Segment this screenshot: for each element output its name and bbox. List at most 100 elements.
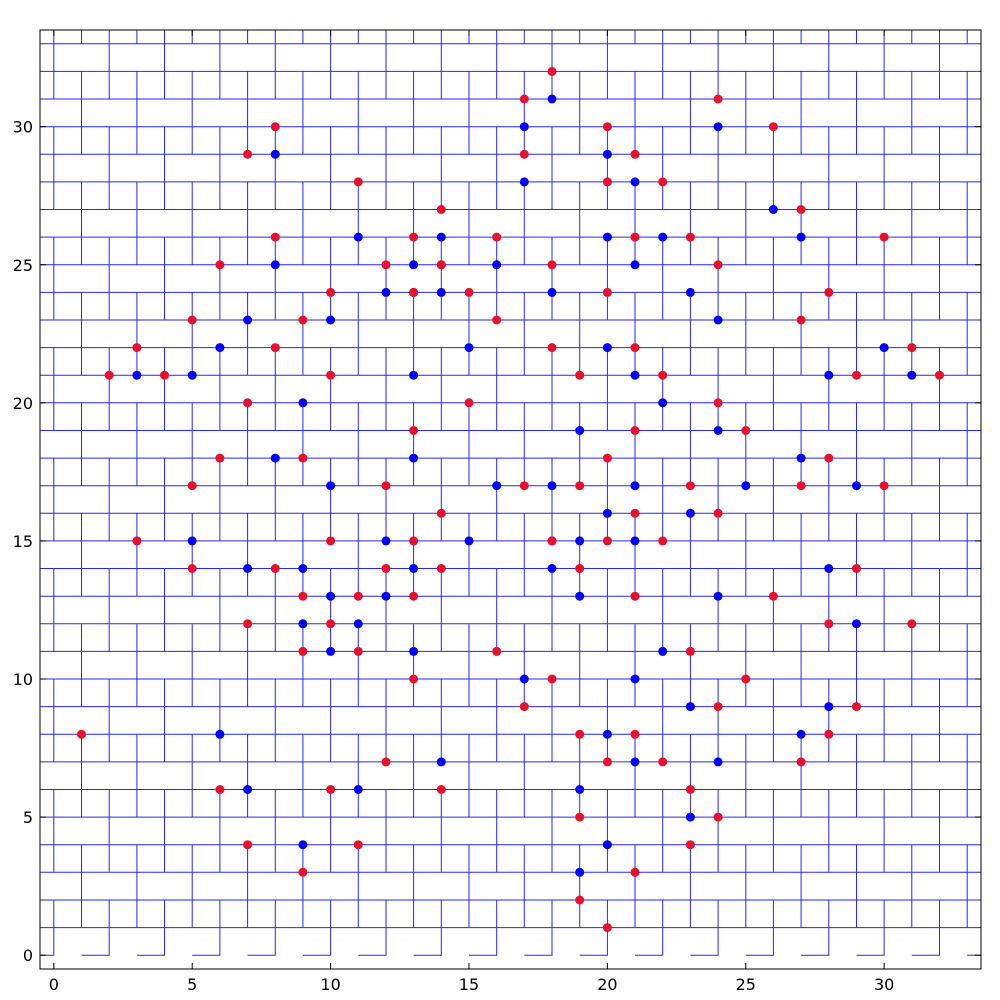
red-point bbox=[436, 205, 446, 214]
blue-point bbox=[741, 481, 751, 491]
blue-point bbox=[409, 453, 419, 463]
blue-point bbox=[630, 260, 640, 270]
red-point bbox=[270, 343, 280, 353]
red-point bbox=[381, 757, 391, 767]
red-point bbox=[602, 923, 612, 933]
blue-point bbox=[381, 287, 391, 297]
blue-point bbox=[270, 149, 280, 159]
red-point bbox=[519, 481, 529, 491]
red-point bbox=[852, 564, 861, 573]
blue-point bbox=[575, 867, 585, 877]
red-point bbox=[602, 536, 612, 546]
axis-ticks bbox=[40, 30, 981, 969]
blue-point bbox=[436, 232, 446, 242]
red-point bbox=[630, 149, 640, 159]
red-point bbox=[464, 398, 474, 408]
blue-point bbox=[685, 812, 695, 822]
blue-point bbox=[575, 426, 585, 435]
red-point bbox=[187, 481, 197, 491]
red-point bbox=[768, 122, 778, 132]
blue-point bbox=[575, 591, 585, 601]
blue-point bbox=[602, 729, 612, 739]
blue-point bbox=[907, 370, 917, 380]
blue-point bbox=[713, 591, 723, 601]
blue-point bbox=[270, 453, 280, 463]
blue-point bbox=[630, 757, 640, 767]
x-tick-label: 20 bbox=[597, 975, 617, 994]
blue-point bbox=[630, 536, 640, 546]
blue-point bbox=[298, 564, 308, 573]
blue-point bbox=[353, 785, 363, 794]
red-point bbox=[436, 508, 446, 518]
y-tick-label: 0 bbox=[23, 946, 33, 965]
y-tick-labels: 0 5 10 15 20 25 30 bbox=[13, 118, 33, 966]
red-point bbox=[77, 729, 86, 739]
red-point bbox=[630, 343, 640, 353]
blue-point bbox=[852, 481, 861, 491]
red-point bbox=[796, 315, 806, 325]
red-point bbox=[575, 895, 585, 905]
red-point bbox=[713, 508, 723, 518]
blue-point bbox=[215, 729, 225, 739]
red-point bbox=[907, 619, 917, 629]
blue-point bbox=[575, 785, 585, 794]
red-point bbox=[741, 674, 751, 684]
red-point bbox=[685, 232, 695, 242]
blue-point bbox=[685, 508, 695, 518]
blue-point bbox=[713, 426, 723, 435]
red-point bbox=[353, 591, 363, 601]
blue-point bbox=[243, 564, 253, 573]
blue-point bbox=[658, 232, 668, 242]
blue-point bbox=[381, 536, 391, 546]
blue-point bbox=[326, 591, 336, 601]
red-point bbox=[409, 536, 419, 546]
blue-point bbox=[796, 729, 806, 739]
blue-point bbox=[298, 619, 308, 629]
blue-point bbox=[602, 149, 612, 159]
red-point bbox=[575, 481, 585, 491]
red-point bbox=[658, 370, 668, 380]
red-point bbox=[353, 646, 363, 656]
data-points bbox=[77, 66, 944, 933]
blue-point bbox=[492, 481, 502, 491]
blue-point bbox=[187, 536, 197, 546]
blue-point bbox=[409, 646, 419, 656]
red-point bbox=[713, 702, 723, 712]
red-point bbox=[796, 757, 806, 767]
blue-point bbox=[768, 205, 778, 214]
red-point bbox=[713, 398, 723, 408]
x-tick-label: 15 bbox=[459, 975, 479, 994]
blue-point bbox=[270, 260, 280, 270]
red-point bbox=[492, 232, 502, 242]
red-point bbox=[547, 66, 557, 76]
red-point bbox=[519, 94, 529, 104]
blue-point bbox=[658, 398, 668, 408]
red-point bbox=[713, 812, 723, 822]
red-point bbox=[796, 205, 806, 214]
blue-point bbox=[630, 674, 640, 684]
red-point bbox=[852, 702, 861, 712]
red-point bbox=[492, 315, 502, 325]
red-point bbox=[298, 591, 308, 601]
red-point bbox=[713, 260, 723, 270]
blue-point bbox=[436, 757, 446, 767]
red-point bbox=[270, 564, 280, 573]
red-point bbox=[685, 785, 695, 794]
blue-point bbox=[824, 564, 834, 573]
blue-point bbox=[547, 481, 557, 491]
red-point bbox=[270, 122, 280, 132]
y-tick-label: 25 bbox=[13, 256, 33, 275]
blue-point bbox=[243, 315, 253, 325]
red-point bbox=[630, 232, 640, 242]
blue-point bbox=[132, 370, 142, 380]
blue-point bbox=[547, 564, 557, 573]
red-point bbox=[575, 812, 585, 822]
red-point bbox=[685, 646, 695, 656]
blue-point bbox=[796, 453, 806, 463]
red-point bbox=[879, 232, 889, 242]
red-point bbox=[630, 591, 640, 601]
blue-point bbox=[353, 619, 363, 629]
blue-point bbox=[464, 536, 474, 546]
blue-point bbox=[353, 232, 363, 242]
